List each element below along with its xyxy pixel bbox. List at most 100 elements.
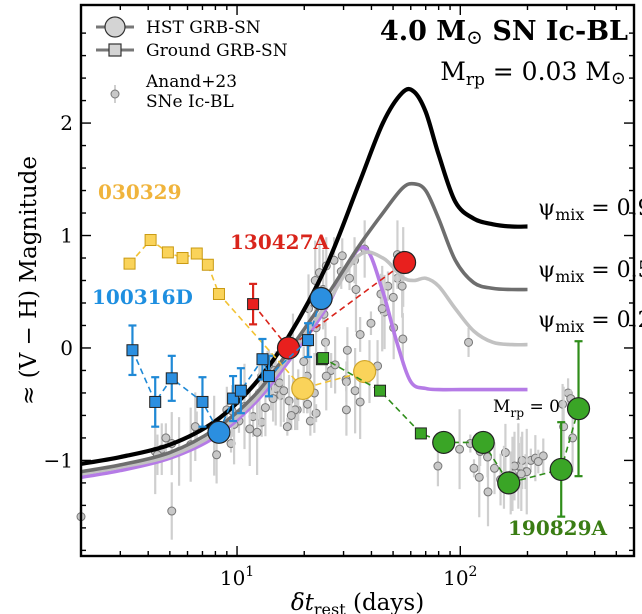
x-tick-label: 101 — [220, 564, 254, 590]
anand23-point — [483, 487, 493, 497]
ground-grb-sn-point — [227, 392, 240, 405]
anand23-point — [433, 461, 443, 471]
anand23-point — [252, 427, 262, 437]
grb-sn-name-label: 100316D — [92, 285, 193, 309]
model-label: ψmix = 0.9 — [538, 196, 642, 224]
hst-grb-sn-point — [353, 359, 377, 384]
legend-label: Ground GRB-SN — [146, 41, 288, 61]
anand23-point — [355, 329, 365, 339]
chart-title-symbol: ⊙ — [466, 25, 483, 49]
anand23-point — [568, 433, 578, 443]
anand23-point — [245, 424, 255, 434]
y-axis-label: ≈ (V − H) Magnitude — [16, 156, 42, 405]
ground-grb-sn-point — [414, 427, 427, 440]
model-label-rest: = 0.2 — [584, 308, 642, 333]
chart-title-main: 4.0 M — [380, 16, 466, 47]
chart-title-rest: SN Ic-BL — [483, 16, 628, 47]
x-axis-label-sub: rest — [314, 600, 346, 614]
x-axis-label-rest: (days) — [346, 590, 425, 614]
anand23-point — [279, 386, 289, 396]
anand23-point — [516, 469, 526, 479]
y-tick-label: 1 — [60, 224, 73, 248]
anand23-point — [366, 318, 376, 328]
anand23-point — [260, 403, 270, 413]
ground-grb-sn-point — [144, 234, 157, 247]
ground-grb-sn-point — [149, 395, 162, 408]
hst-grb-sn-point — [291, 376, 315, 401]
anand23-point — [500, 448, 510, 458]
hst-grb-sn-point — [471, 430, 495, 455]
model-label-main: ψ — [538, 308, 555, 333]
grb-sn-series — [123, 234, 591, 518]
anand23-point — [305, 416, 315, 426]
legend-anand-marker — [110, 89, 120, 99]
y-tick-label: −1 — [44, 448, 73, 472]
hst-grb-sn-point — [497, 471, 521, 495]
hst-grb-sn-point — [549, 457, 573, 482]
anand23-point — [489, 463, 499, 473]
anand23-point — [337, 251, 347, 261]
anand23-point — [345, 273, 355, 283]
anand23-point — [377, 304, 387, 314]
grb-connector — [252, 261, 406, 350]
legend-label: Anand+23 — [145, 72, 237, 92]
anand23-point — [321, 371, 331, 381]
legend-label: SNe Ic-BL — [146, 92, 234, 112]
legend-label: HST GRB-SN — [146, 18, 261, 38]
legend-ground-marker — [108, 43, 122, 57]
y-tick-label: 0 — [60, 336, 73, 360]
ground-grb-sn-point — [302, 334, 315, 347]
hst-grb-sn-point — [276, 336, 301, 360]
anand23-point — [161, 433, 171, 443]
anand23-point — [212, 450, 222, 460]
ground-grb-sn-point — [247, 298, 260, 311]
chart-subtitle-symbol: ⊙ — [611, 68, 626, 89]
grb-sn-name-label: 030329 — [98, 180, 182, 204]
anand23-point — [351, 284, 361, 294]
chart-subtitle-sub: rp — [466, 70, 485, 90]
model-label: Mrp = 0 — [493, 397, 560, 420]
ground-grb-sn-point — [374, 384, 387, 397]
anand23-point — [350, 386, 360, 396]
model-label-rest: = 0 — [524, 397, 560, 417]
model-label-sub: rp — [510, 406, 524, 420]
anand23-point — [397, 281, 407, 291]
anand23-point — [299, 356, 309, 366]
ground-grb-sn-point — [123, 257, 136, 270]
model-label-sub: mix — [555, 267, 584, 286]
x-tick-label-exponent: 1 — [245, 564, 254, 580]
grb-sn-name-label: 190829A — [508, 516, 607, 540]
model-curve — [80, 86, 528, 466]
ground-grb-sn-point — [256, 353, 269, 366]
ground-grb-sn-point — [212, 287, 225, 300]
anand23-point — [282, 422, 292, 432]
legend-hst-marker — [104, 16, 126, 38]
ground-grb-sn-point — [176, 252, 189, 265]
x-axis-label-main: δt — [291, 590, 315, 614]
hst-grb-sn-point — [309, 286, 333, 311]
anand23-point — [469, 463, 479, 473]
anand23-point — [342, 345, 352, 355]
chart-subtitle: Mrp = 0.03 M⊙ — [440, 57, 626, 90]
x-tick-label-base: 10 — [220, 566, 245, 590]
model-label-main: ψ — [538, 258, 555, 283]
anand23-point — [167, 506, 177, 516]
axis-ticks — [80, 5, 635, 556]
x-tick-label-base: 10 — [443, 566, 468, 590]
anand23-point — [286, 410, 296, 420]
model-label-sub: mix — [555, 317, 584, 336]
model-label-main: M — [493, 397, 510, 417]
model-label: ψmix = 0.2 — [538, 308, 642, 336]
anand23-point — [533, 457, 543, 467]
ground-grb-sn-point — [165, 372, 178, 385]
model-label-rest: = 0.5 — [584, 258, 642, 283]
model-label-rest: = 0.9 — [584, 196, 642, 221]
ground-grb-sn-point — [126, 344, 139, 357]
anand23-point — [455, 444, 465, 454]
y-tick-label: 2 — [60, 111, 73, 135]
chart-title: 4.0 M⊙ SN Ic-BL — [380, 16, 628, 49]
ground-grb-sn-point — [201, 258, 214, 271]
ground-grb-sn-point — [317, 352, 330, 365]
